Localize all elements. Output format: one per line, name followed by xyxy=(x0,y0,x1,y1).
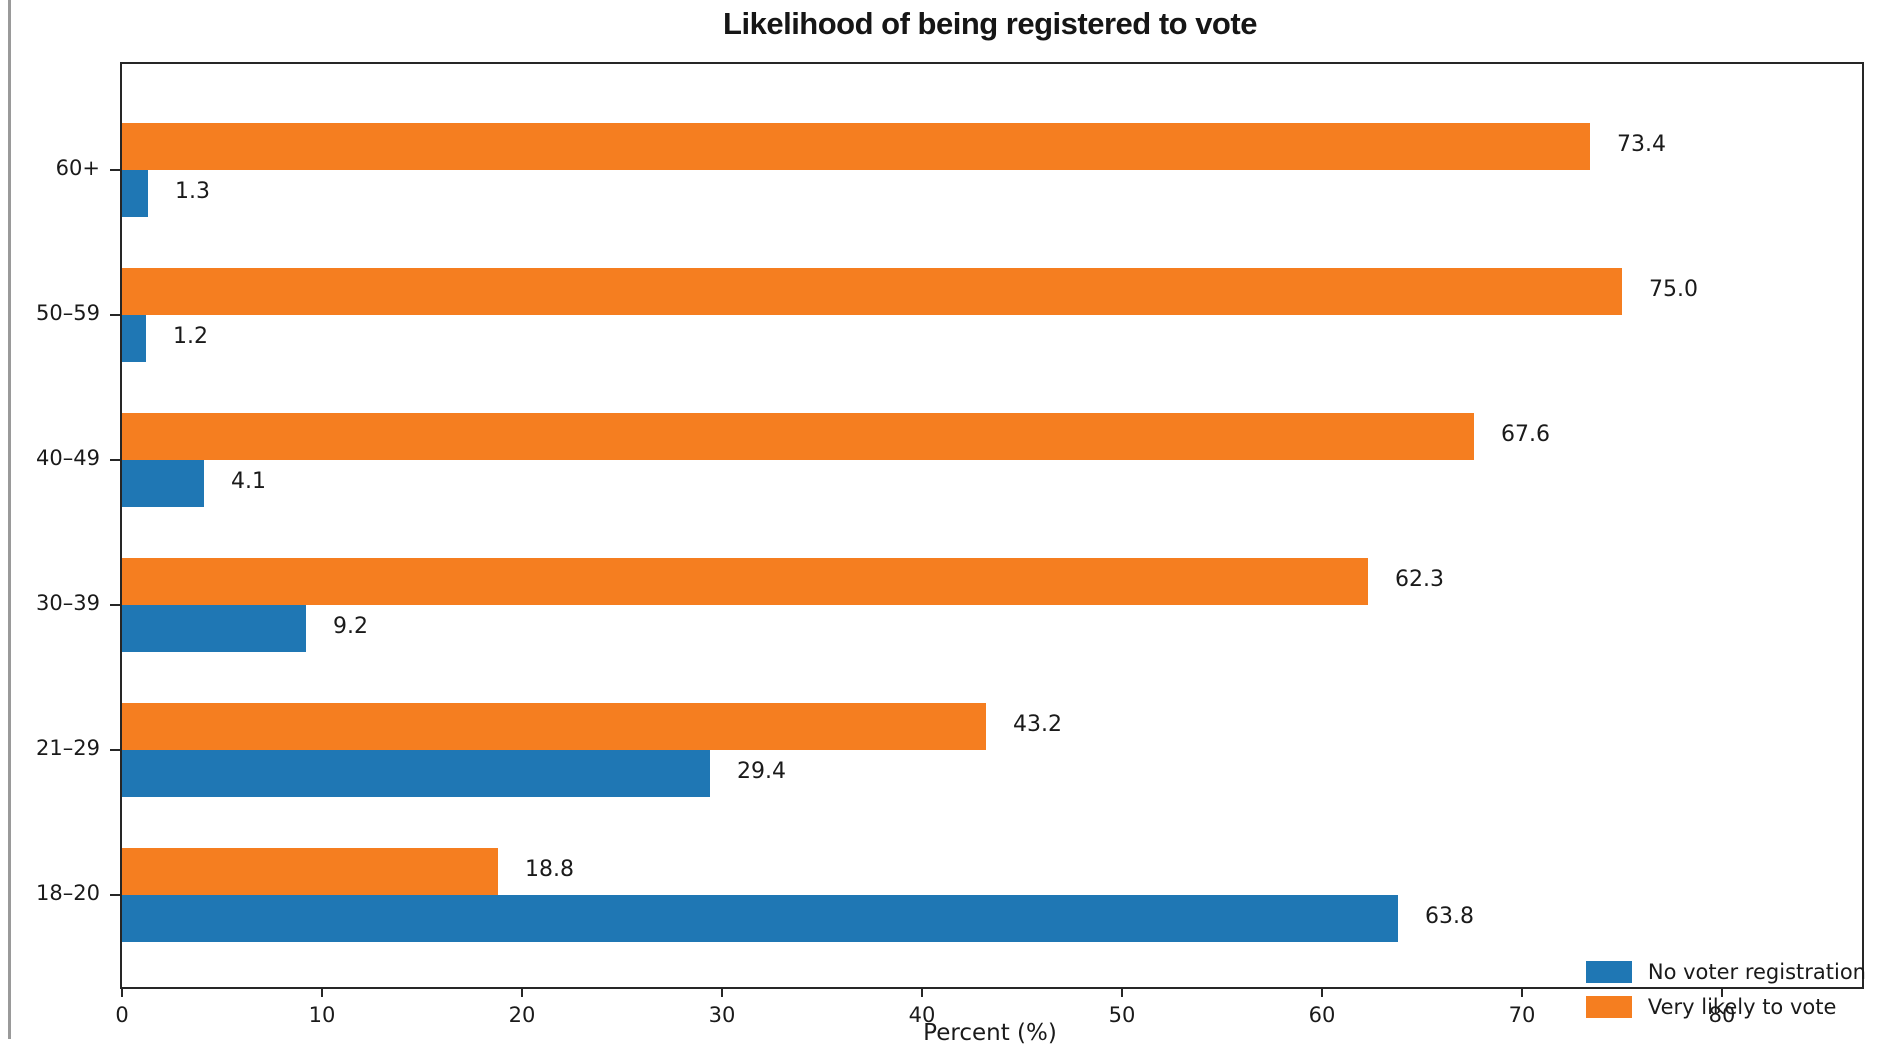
y-tick-mark xyxy=(110,894,120,896)
x-tick-mark xyxy=(321,987,323,997)
x-tick-label: 10 xyxy=(308,1003,336,1027)
bar-very-likely-30–39 xyxy=(122,558,1368,605)
x-tick-label: 50 xyxy=(1108,1003,1136,1027)
bar-no-registration-21–29 xyxy=(122,750,710,797)
x-tick-label: 0 xyxy=(115,1003,129,1027)
bar-very-likely-60+ xyxy=(122,123,1590,170)
x-tick-mark xyxy=(1721,987,1723,997)
y-tick-label: 60+ xyxy=(55,156,100,180)
bar-value-label: 73.4 xyxy=(1617,132,1666,157)
x-tick-mark xyxy=(521,987,523,997)
bar-value-label: 43.2 xyxy=(1013,712,1062,737)
bar-value-label: 63.8 xyxy=(1425,904,1474,929)
chart-title: Likelihood of being registered to vote xyxy=(723,6,1257,41)
legend-item-very-likely-to-vote: Very likely to vote xyxy=(1585,995,1837,1019)
y-tick-label: 50–59 xyxy=(36,301,100,325)
bar-value-label: 67.6 xyxy=(1501,422,1550,447)
bar-value-label: 1.3 xyxy=(175,179,210,204)
y-tick-mark xyxy=(110,314,120,316)
x-tick-mark xyxy=(1121,987,1123,997)
bar-value-label: 75.0 xyxy=(1649,277,1698,302)
x-tick-label: 70 xyxy=(1508,1003,1536,1027)
bar-no-registration-60+ xyxy=(122,170,148,217)
bar-no-registration-18–20 xyxy=(122,895,1398,942)
x-tick-label: 30 xyxy=(708,1003,736,1027)
y-tick-mark xyxy=(110,604,120,606)
bar-value-label: 1.2 xyxy=(173,324,208,349)
x-tick-label: 20 xyxy=(508,1003,536,1027)
bar-value-label: 9.2 xyxy=(333,614,368,639)
y-tick-mark xyxy=(110,749,120,751)
legend-label: Very likely to vote xyxy=(1647,995,1837,1019)
window-edge-line xyxy=(8,0,11,1039)
bar-no-registration-30–39 xyxy=(122,605,306,652)
bar-no-registration-40–49 xyxy=(122,460,204,507)
x-axis-label: Percent (%) xyxy=(923,1020,1057,1046)
bar-very-likely-18–20 xyxy=(122,848,498,895)
legend-swatch-orange xyxy=(1585,996,1632,1018)
bar-no-registration-50–59 xyxy=(122,315,146,362)
x-tick-mark xyxy=(1321,987,1323,997)
legend-label: No voter registration xyxy=(1647,960,1866,984)
x-tick-mark xyxy=(721,987,723,997)
y-tick-label: 40–49 xyxy=(36,446,100,470)
x-tick-label: 40 xyxy=(908,1003,936,1027)
x-tick-mark xyxy=(921,987,923,997)
y-tick-label: 18–20 xyxy=(36,881,100,905)
y-tick-label: 30–39 xyxy=(36,591,100,615)
y-tick-label: 21–29 xyxy=(36,736,100,760)
legend: No voter registration Very likely to vot… xyxy=(1585,960,1866,1019)
bar-value-label: 62.3 xyxy=(1395,567,1444,592)
bar-value-label: 18.8 xyxy=(525,857,574,882)
bar-very-likely-40–49 xyxy=(122,413,1474,460)
x-tick-label: 60 xyxy=(1308,1003,1336,1027)
bar-very-likely-50–59 xyxy=(122,268,1622,315)
bar-value-label: 29.4 xyxy=(737,759,786,784)
y-tick-mark xyxy=(110,169,120,171)
x-tick-mark xyxy=(1521,987,1523,997)
x-tick-mark xyxy=(121,987,123,997)
bar-very-likely-21–29 xyxy=(122,703,986,750)
bar-value-label: 4.1 xyxy=(231,469,266,494)
legend-item-no-voter-registration: No voter registration xyxy=(1585,960,1866,984)
y-tick-mark xyxy=(110,459,120,461)
x-tick-label: 80 xyxy=(1708,1003,1736,1027)
legend-swatch-blue xyxy=(1585,961,1632,983)
plot-area: 73.4 1.3 60+ 75.0 1.2 50–59 67.6 4.1 40–49 62.3 9.… xyxy=(36,62,1864,1027)
